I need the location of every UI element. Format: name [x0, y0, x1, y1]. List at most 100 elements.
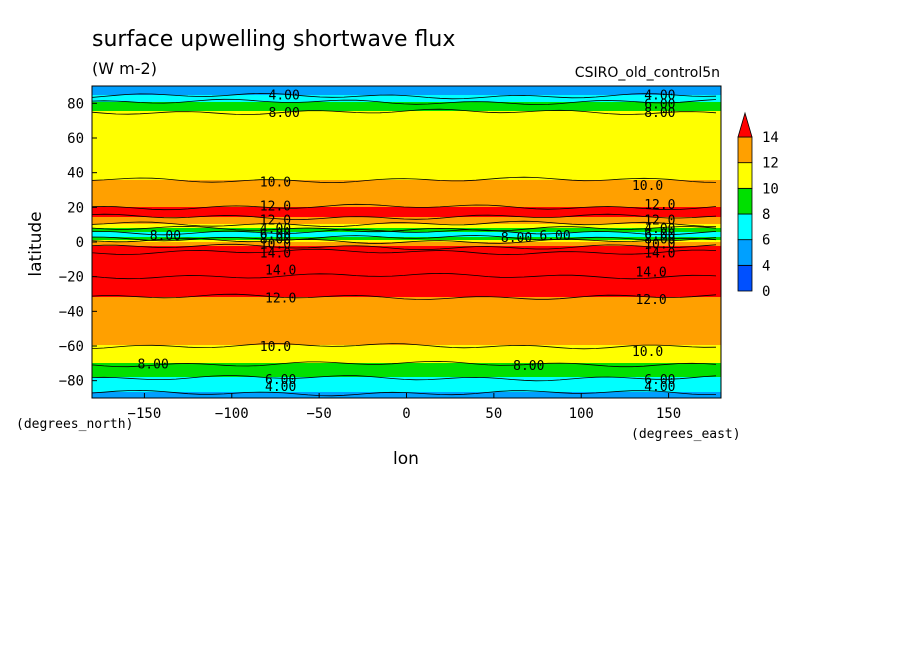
contour-line — [91, 248, 717, 256]
contour-label: 14.0 — [265, 264, 296, 279]
band-cell — [92, 288, 721, 290]
band-cell — [92, 122, 721, 124]
contour-label: 6.00 — [265, 373, 296, 388]
contour-line — [91, 203, 717, 211]
band-cell — [92, 148, 721, 150]
band-cell — [92, 372, 721, 374]
band-cell — [92, 241, 721, 243]
contour-label: 8.00 — [137, 357, 168, 372]
band-cell — [92, 94, 721, 96]
band-cell — [92, 268, 721, 270]
band-cell — [92, 269, 721, 271]
contour-label: 4.00 — [644, 380, 675, 395]
band-cell — [92, 129, 721, 131]
band-cell — [92, 193, 721, 195]
band-cell — [92, 326, 721, 328]
band-cell — [92, 134, 721, 136]
band-cell — [92, 324, 721, 326]
band-cell — [92, 239, 721, 241]
band-cell — [92, 267, 721, 269]
band-cell — [92, 168, 721, 170]
contour-label: 6.00 — [260, 227, 291, 242]
band-cell — [92, 194, 721, 196]
x-tick-label: −50 — [306, 406, 331, 422]
band-cell — [92, 160, 721, 162]
band-cell — [92, 390, 721, 392]
dataset-label: CSIRO_old_control5n — [575, 65, 720, 81]
band-cell — [92, 224, 721, 226]
band-cell — [92, 289, 721, 291]
band-cell — [92, 265, 721, 267]
band-cell — [92, 139, 721, 141]
band-cell — [92, 101, 721, 103]
contour-label: 8.00 — [150, 229, 181, 244]
contour-label: 10.0 — [260, 340, 291, 355]
y-units-label: (degrees_north) — [16, 417, 133, 432]
band-cell — [92, 254, 721, 256]
y-tick-label: −60 — [59, 339, 84, 355]
band-cell — [92, 204, 721, 206]
band-cell — [92, 368, 721, 370]
band-cell — [92, 311, 721, 313]
band-cell — [92, 177, 721, 179]
band-cell — [92, 292, 721, 294]
band-cell — [92, 209, 721, 211]
contour-label: 8.00 — [269, 106, 300, 121]
band-cell — [92, 353, 721, 355]
band-cell — [92, 287, 721, 289]
band-cell — [92, 291, 721, 293]
band-cell — [92, 354, 721, 356]
band-cell — [92, 330, 721, 332]
band-cell — [92, 104, 721, 106]
band-cell — [92, 342, 721, 344]
band-cell — [92, 90, 721, 92]
colorbar-segment — [737, 213, 753, 241]
band-cell — [92, 333, 721, 335]
band-cell — [92, 336, 721, 338]
colorbar-arrow — [737, 111, 753, 138]
colorbar-segment — [737, 162, 753, 189]
band-cell — [92, 210, 721, 212]
contour-line — [91, 343, 717, 350]
contour-label: 12.0 — [644, 198, 675, 213]
band-cell — [92, 150, 721, 152]
band-cell — [92, 156, 721, 158]
band-cell — [92, 313, 721, 315]
band-cell — [92, 171, 721, 173]
band-cell — [92, 345, 721, 347]
band-cell — [92, 250, 721, 252]
band-cell — [92, 115, 721, 117]
colorbar-segment — [737, 187, 753, 215]
y-tick-label: 60 — [67, 131, 84, 147]
contour-line — [91, 235, 717, 242]
band-cell — [92, 389, 721, 391]
band-cell — [92, 189, 721, 191]
y-axis: 80 60 40 20 0 −20 −40 −60 −80 — [59, 96, 97, 390]
contour-label: 6.00 — [539, 229, 570, 244]
contour-label: 10.0 — [644, 238, 675, 253]
colorbar-label: 4 — [762, 258, 770, 274]
band-cell — [92, 180, 721, 182]
band-cell — [92, 316, 721, 318]
band-cell — [92, 351, 721, 353]
x-tick-label: −100 — [215, 406, 249, 422]
contour-line — [91, 389, 716, 397]
contour-line — [91, 220, 717, 228]
colorbar-label: 6 — [762, 233, 770, 249]
band-cell — [92, 205, 721, 207]
band-cell — [92, 360, 721, 362]
contour-line — [91, 225, 717, 233]
contour-label: 10.0 — [632, 179, 663, 194]
band-cell — [92, 96, 721, 98]
band-cell — [92, 328, 721, 330]
band-cell — [92, 149, 721, 151]
band-cell — [92, 383, 721, 385]
band-cell — [92, 218, 721, 220]
band-cell — [92, 186, 721, 188]
band-cell — [92, 352, 721, 354]
band-cell — [92, 198, 721, 200]
band-cell — [92, 340, 721, 342]
band-cell — [92, 114, 721, 116]
band-cell — [92, 127, 721, 129]
band-cell — [92, 164, 721, 166]
